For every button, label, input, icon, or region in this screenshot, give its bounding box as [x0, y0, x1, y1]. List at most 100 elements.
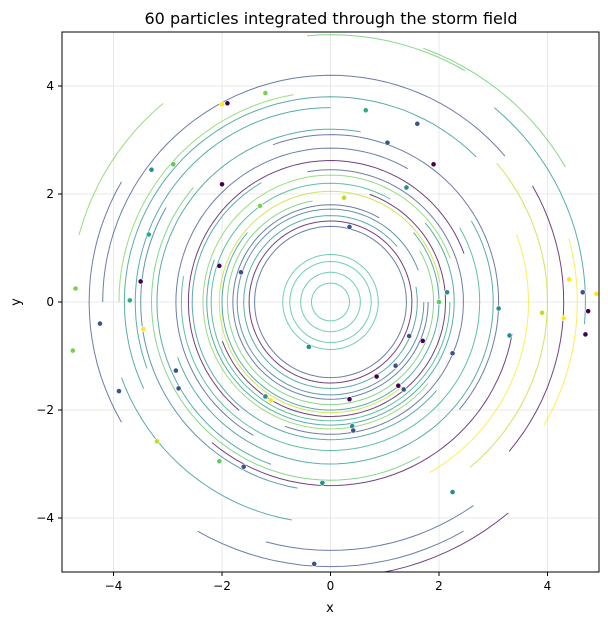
particle-38: [449, 350, 456, 357]
particle-52: [216, 458, 223, 465]
particle-5: [414, 120, 421, 127]
particle-7: [430, 161, 437, 168]
trajectory-15: [206, 222, 455, 426]
particle-33: [406, 333, 413, 339]
particle-15: [145, 231, 152, 238]
trajectory-30: [123, 96, 477, 389]
particle-28: [585, 308, 592, 315]
trajectory-27: [140, 207, 298, 489]
particle-43: [400, 386, 407, 393]
trajectory-32: [469, 162, 548, 468]
particle-39: [392, 362, 399, 369]
trajectory-26: [211, 333, 513, 487]
trajectory-21: [175, 147, 409, 436]
trajectory-10: [226, 200, 435, 406]
x-tick-label: 4: [544, 579, 552, 593]
particle-16: [216, 262, 223, 269]
particle-18: [137, 278, 144, 285]
trajectory-41: [423, 47, 566, 168]
trajectory-group: [78, 34, 586, 572]
particle-44: [175, 385, 182, 392]
trajectory-2: [300, 271, 361, 333]
trajectory-12: [218, 190, 441, 414]
trajectory-8: [236, 208, 425, 396]
particle-1: [224, 100, 231, 107]
y-tick-label: 0: [46, 295, 54, 309]
trajectory-23: [272, 134, 500, 410]
x-tick-label: −4: [105, 579, 123, 593]
trajectory-22: [177, 220, 494, 465]
particle-26: [579, 289, 586, 296]
y-axis: −4 −2 0 2 4: [36, 79, 62, 525]
particle-21: [436, 299, 442, 305]
particle-22: [444, 289, 451, 296]
particle-group: [69, 90, 599, 567]
particle-23: [495, 305, 502, 312]
trajectory-25: [150, 187, 421, 481]
particle-45: [116, 388, 122, 394]
particle-41: [373, 373, 380, 380]
chart-title: 60 particles integrated through the stor…: [145, 9, 518, 28]
particle-37: [69, 347, 76, 354]
particle-46: [262, 393, 269, 400]
y-tick-label: 2: [46, 187, 54, 201]
particle-40: [173, 367, 179, 374]
trajectory-14: [210, 182, 451, 422]
trajectory-20: [180, 227, 481, 452]
particle-11: [403, 184, 410, 191]
particle-12: [257, 202, 263, 209]
particle-13: [341, 194, 347, 201]
x-tick-label: −2: [213, 579, 231, 593]
particle-8: [170, 161, 177, 168]
trajectory-38: [494, 107, 586, 325]
particle-53: [240, 463, 247, 470]
particle-19: [72, 285, 79, 292]
particle-20: [126, 297, 133, 304]
trajectory-11: [221, 232, 440, 411]
trajectory-44: [543, 238, 578, 426]
trajectory-18: [191, 182, 437, 441]
particle-55: [449, 489, 456, 495]
trajectory-7: [243, 215, 418, 389]
trajectory-43: [307, 34, 466, 71]
particle-36: [305, 343, 312, 350]
particle-4: [362, 107, 369, 114]
trajectory-34: [102, 74, 506, 303]
grid-lines: [62, 32, 599, 572]
trajectory-5: [254, 225, 407, 379]
x-axis-label: x: [326, 601, 334, 616]
particle-17: [238, 269, 244, 276]
particle-51: [154, 438, 160, 445]
particle-9: [148, 166, 155, 173]
trajectory-28: [134, 107, 331, 369]
trajectory-9: [232, 204, 429, 400]
particle-2: [219, 101, 225, 108]
particle-56: [311, 561, 318, 567]
particle-54: [319, 479, 326, 486]
trajectory-31: [118, 94, 294, 303]
trajectory-39: [78, 103, 164, 236]
trajectory-16: [202, 174, 451, 430]
particle-3: [262, 90, 269, 96]
y-tick-label: −4: [36, 511, 54, 525]
particle-48: [346, 396, 353, 403]
trajectory-29: [429, 234, 530, 474]
particle-42: [395, 382, 402, 389]
x-tick-label: 0: [327, 579, 335, 593]
trajectory-40: [197, 530, 464, 568]
trajectory-3: [289, 260, 372, 344]
particle-29: [560, 315, 567, 322]
y-tick-label: 4: [46, 79, 54, 93]
trajectory-35: [508, 185, 565, 452]
trajectory-42: [381, 512, 509, 572]
trajectory-33: [121, 377, 292, 521]
trajectory-6: [248, 220, 413, 384]
trajectory-36: [88, 181, 122, 423]
particle-32: [506, 332, 513, 339]
trajectory-24: [156, 128, 361, 465]
particle-47: [267, 397, 274, 404]
trajectory-4: [282, 254, 379, 350]
trajectory-37: [265, 505, 474, 551]
x-tick-label: 2: [435, 579, 443, 593]
